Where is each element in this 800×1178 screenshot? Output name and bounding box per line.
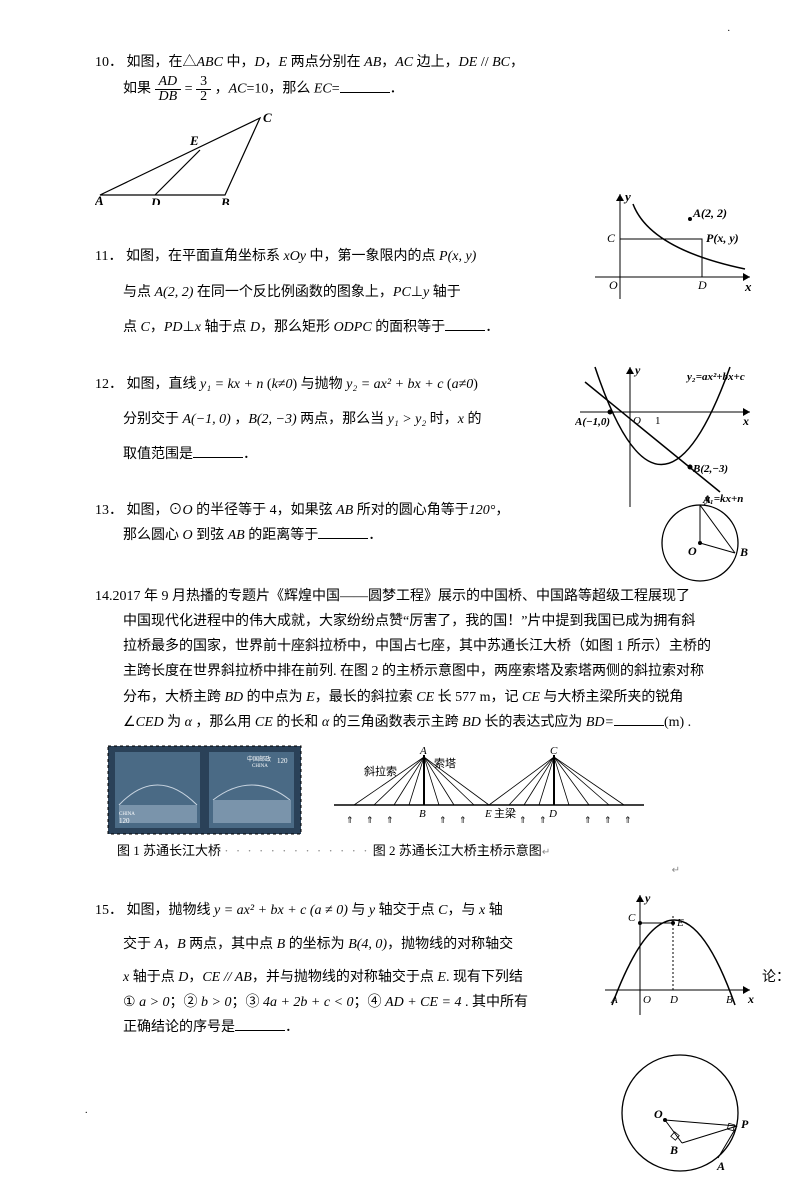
svg-text:B: B bbox=[220, 195, 230, 205]
svg-text:O: O bbox=[609, 278, 618, 292]
fraction-ad-db: AD DB bbox=[155, 75, 182, 104]
svg-text:D: D bbox=[697, 278, 707, 292]
p10-number: 10． bbox=[95, 55, 123, 70]
svg-text:⇑: ⇑ bbox=[346, 815, 354, 825]
svg-text:O: O bbox=[633, 415, 641, 427]
p15-number: 15． bbox=[95, 903, 123, 918]
stamp-figure: 120 120 中国邮政 CHINA CHINA bbox=[107, 745, 302, 835]
blank-12 bbox=[193, 443, 243, 458]
blank-14 bbox=[614, 711, 664, 726]
p12-number: 12． bbox=[95, 377, 123, 392]
p13-line2: 那么圆心 O 到弦 AB 的距离等于． bbox=[95, 523, 720, 548]
svg-text:120: 120 bbox=[277, 757, 288, 765]
p14-number: 14. bbox=[95, 589, 113, 604]
blank-10 bbox=[340, 78, 390, 93]
svg-text:A: A bbox=[419, 745, 427, 757]
svg-text:⇑: ⇑ bbox=[386, 815, 394, 825]
svg-text:E: E bbox=[484, 808, 492, 820]
svg-text:1: 1 bbox=[655, 415, 661, 427]
svg-text:⇑: ⇑ bbox=[539, 815, 547, 825]
svg-text:⇑: ⇑ bbox=[459, 815, 467, 825]
svg-text:A(−1,0): A(−1,0) bbox=[575, 416, 610, 428]
svg-text:O: O bbox=[654, 1107, 663, 1121]
problem-13: A B O 13． 如图，⊙O 的半径等于 4，如果弦 AB 所对的圆心角等于1… bbox=[95, 498, 720, 548]
svg-text:E: E bbox=[676, 917, 684, 929]
problem-14: 14.2017 年 9 月热播的专题片《辉煌中国——圆梦工程》展示的中国桥、中国… bbox=[95, 584, 720, 881]
svg-text:CHINA: CHINA bbox=[119, 812, 135, 817]
return-arrow-icon: ↵ bbox=[95, 862, 720, 880]
p14-line5: 分布，大桥主跨 BD 的中点为 E，最长的斜拉索 CE 长 577 m，记 CE… bbox=[95, 685, 720, 710]
svg-text:y: y bbox=[643, 891, 651, 905]
dotted-separator: · · · · · · · · · · · · · bbox=[224, 843, 369, 858]
parabola-figure-15: y x C E A O D B bbox=[600, 890, 760, 1020]
problem-15: y x C E A O D B 15． 如图，抛物线 y = ax² + bx … bbox=[95, 898, 720, 1040]
corner-dot-bl: . bbox=[85, 1102, 88, 1120]
svg-text:B(2,−3): B(2,−3) bbox=[692, 463, 728, 475]
line-parabola-figure: y x O 1 A(−1,0) B(2,−3) y₂=ax²+bx+c y₁=k… bbox=[575, 362, 760, 512]
blank-15 bbox=[235, 1016, 285, 1031]
svg-text:⇑: ⇑ bbox=[604, 815, 612, 825]
svg-text:y: y bbox=[623, 189, 631, 204]
svg-text:A: A bbox=[610, 994, 618, 1006]
svg-text:C: C bbox=[628, 912, 636, 924]
svg-text:P(x, y): P(x, y) bbox=[706, 231, 739, 245]
svg-text:斜拉索: 斜拉索 bbox=[364, 764, 397, 778]
fraction-3-2: 3 2 bbox=[196, 75, 211, 104]
svg-text:y: y bbox=[633, 363, 641, 377]
problem-11: A(2, 2) P(x, y) C O D y x 11． 如图，在平面直角坐标… bbox=[95, 244, 720, 340]
circle-figure-bottom: O B A P bbox=[610, 1048, 760, 1178]
svg-text:⇑: ⇑ bbox=[366, 815, 374, 825]
svg-text:CHINA: CHINA bbox=[252, 764, 268, 769]
svg-text:y₂=ax²+bx+c: y₂=ax²+bx+c bbox=[685, 371, 745, 383]
svg-text:⇑: ⇑ bbox=[439, 815, 447, 825]
svg-text:B: B bbox=[739, 545, 748, 559]
p11-line3: 点 C，PD⊥x 轴于点 D，那么矩形 ODPC 的面积等于． bbox=[95, 315, 720, 340]
bridge-schematic: ⇑ ⇑ ⇑ ⇑ ⇑ ⇑ ⇑ ⇑ ⇑ ⇑ A C B D E 斜拉索 索塔 主梁 bbox=[324, 745, 654, 835]
blank-11 bbox=[445, 316, 485, 331]
svg-text:x: x bbox=[742, 414, 749, 428]
svg-text:C: C bbox=[263, 110, 272, 125]
p15-line3: x 轴于点 D，CE // AB，并与抛物线的对称轴交于点 E. 现有下列结 论… bbox=[95, 965, 720, 990]
svg-text:A: A bbox=[716, 1159, 725, 1173]
svg-text:x: x bbox=[744, 279, 752, 294]
svg-text:120: 120 bbox=[119, 817, 130, 825]
svg-text:A: A bbox=[702, 493, 711, 506]
p13-number: 13． bbox=[95, 503, 123, 518]
coord-figure-11: A(2, 2) P(x, y) C O D y x bbox=[585, 189, 760, 309]
p11-number: 11． bbox=[95, 249, 122, 264]
p10-line2: 如果 AD DB = 3 2 ，AC=10，那么 EC=． bbox=[95, 75, 720, 104]
svg-text:A: A bbox=[95, 193, 104, 205]
circle-figure-13: A B O bbox=[650, 493, 760, 588]
figure-row-14: 120 120 中国邮政 CHINA CHINA ⇑ ⇑ ⇑ ⇑ ⇑ ⇑ ⇑ ⇑ ⇑ ⇑ bbox=[107, 745, 720, 835]
svg-text:A(2, 2): A(2, 2) bbox=[692, 206, 727, 220]
svg-text:⇑: ⇑ bbox=[624, 815, 632, 825]
svg-text:D: D bbox=[548, 808, 557, 820]
svg-text:⇑: ⇑ bbox=[519, 815, 527, 825]
svg-text:C: C bbox=[550, 745, 558, 757]
svg-text:x: x bbox=[747, 992, 754, 1006]
caption-row: 图 1 苏通长江大桥 · · · · · · · · · · · · · 图 2… bbox=[117, 839, 720, 862]
svg-text:B: B bbox=[419, 808, 426, 820]
svg-text:中国邮政: 中国邮政 bbox=[247, 755, 271, 763]
svg-text:B: B bbox=[669, 1143, 678, 1157]
svg-text:⇑: ⇑ bbox=[584, 815, 592, 825]
corner-dot-tr: . bbox=[728, 20, 731, 38]
p14-line6: ∠CED 为 α ，那么用 CE 的长和 α 的三角函数表示主跨 BD 长的表达… bbox=[95, 710, 720, 735]
problem-12: y x O 1 A(−1,0) B(2,−3) y₂=ax²+bx+c y₁=k… bbox=[95, 372, 720, 468]
p10-text: 如图，在△ABC 中，D，E 两点分别在 AB，AC 边上，DE // BC， bbox=[127, 55, 524, 70]
svg-text:O: O bbox=[643, 994, 651, 1006]
svg-text:O: O bbox=[688, 544, 697, 558]
svg-text:C: C bbox=[607, 231, 616, 245]
blank-13 bbox=[318, 524, 368, 539]
svg-text:D: D bbox=[669, 994, 678, 1006]
triangle-abc-figure: A D B C E bbox=[95, 110, 280, 205]
svg-text:D: D bbox=[150, 195, 161, 205]
svg-text:索塔: 索塔 bbox=[434, 756, 456, 770]
svg-text:P: P bbox=[741, 1117, 749, 1131]
svg-text:主梁: 主梁 bbox=[494, 806, 516, 820]
svg-text:B: B bbox=[726, 994, 733, 1006]
svg-text:E: E bbox=[189, 133, 199, 148]
